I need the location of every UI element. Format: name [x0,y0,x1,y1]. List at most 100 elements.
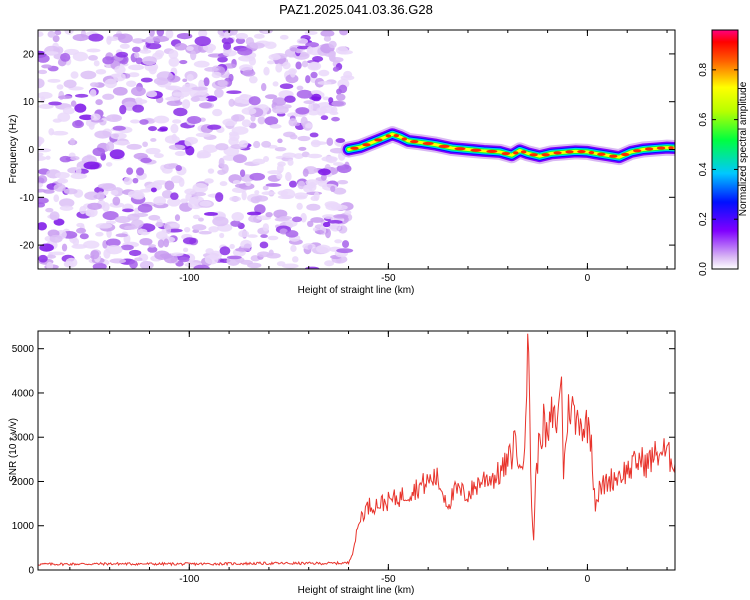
noise-blob [333,214,349,219]
ridge-peak [553,151,562,155]
noise-blob [267,235,279,241]
noise-blob [148,244,157,248]
ridge-peak [520,150,527,154]
noise-blob [310,195,319,202]
noise-blob [230,220,241,227]
noise-blob [62,107,75,115]
noise-blob [154,49,165,58]
colorbar-tick-label: 0.0 [698,262,709,276]
noise-blob [114,216,131,224]
noise-blob [296,85,304,91]
noise-blob [277,138,283,144]
noise-blob [195,132,212,138]
noise-blob [190,50,197,61]
noise-blob [285,230,299,238]
noise-blob [52,35,60,43]
ridge-peak [621,152,630,157]
top-x-tick-label: -50 [381,273,396,284]
noise-blob [279,34,289,40]
ridge-peak [644,147,654,151]
noise-blob [38,31,44,37]
noise-blob [323,35,332,42]
noise-blob [204,254,219,265]
noise-blob [300,212,307,223]
ridge-peak [410,140,419,144]
noise-blob [249,172,266,181]
noise-blob [186,46,194,51]
noise-blob [185,193,192,202]
noise-blob [38,222,47,231]
noise-blob [305,179,320,186]
noise-blob [148,214,161,221]
noise-blob [235,247,252,252]
noise-blob [104,78,117,89]
noise-blob [88,122,95,130]
noise-blob [175,165,182,172]
noise-blob [254,195,269,202]
noise-blob [173,107,188,117]
noise-blob [303,100,315,105]
snr-series-line [38,333,675,567]
noise-blob [249,42,265,49]
snr-panel: -100 -50 0 0 1000 2000 3000 4000 5000 Height of … [8,330,676,596]
noise-blob [240,239,252,250]
noise-blob [187,115,202,124]
noise-blob [170,123,179,134]
noise-blob [204,178,214,184]
noise-blob [212,108,223,117]
noise-blob [131,219,144,228]
noise-blob [49,251,65,256]
noise-blob [178,256,190,263]
noise-blob [139,49,152,54]
noise-blob [301,60,309,68]
noise-blob [254,190,260,195]
noise-blob [290,244,297,252]
noise-blob [57,95,73,100]
noise-blob [38,155,47,161]
ridge-peak [565,150,574,154]
noise-blob [293,192,309,199]
ridge-peak [470,148,482,152]
noise-blob [253,33,265,39]
noise-blob [79,206,87,215]
noise-blob [240,259,253,265]
noise-blob [186,74,194,82]
noise-blob [204,67,219,72]
noise-blob [232,154,247,164]
noise-blob [172,92,184,97]
noise-blob [203,212,219,216]
noise-blob [217,79,228,87]
noise-blob [72,120,84,129]
noise-blob [328,51,336,60]
noise-blob [45,155,51,160]
noise-blob [172,119,182,124]
noise-blob [164,180,175,191]
noise-blob [84,191,100,200]
noise-blob [222,49,237,57]
noise-blob [44,51,59,55]
noise-blob [135,57,143,65]
bottom-y-tick-label: 4000 [12,388,35,399]
noise-blob [79,114,94,121]
noise-blob [146,90,158,98]
noise-blob [139,237,153,246]
ridge-peak [577,150,586,154]
noise-blob [217,56,228,63]
noise-blob [109,149,125,160]
noise-blob [239,64,254,72]
noise-blob [282,61,291,70]
noise-blob [155,221,164,228]
noise-blob [308,102,314,113]
ridge-peak [454,147,466,151]
noise-blob [56,178,69,184]
noise-blob [268,249,274,256]
noise-blob [198,230,212,235]
noise-blob [277,190,289,196]
bottom-x-tick-label: -100 [179,574,199,585]
noise-blob [109,258,127,264]
noise-blob [76,222,85,228]
noise-blob [61,243,68,252]
noise-blob [336,93,346,101]
